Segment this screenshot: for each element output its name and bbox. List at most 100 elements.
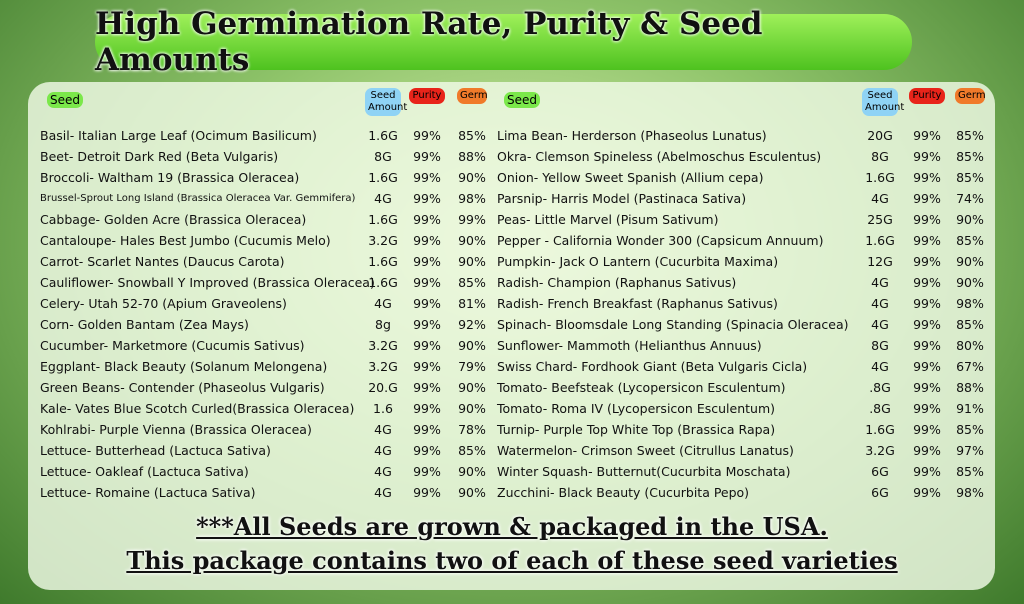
purity: 99% (413, 338, 441, 353)
germination: 88% (458, 149, 486, 164)
seed-name: Tomato- Beefsteak (Lycopersicon Esculent… (497, 380, 786, 395)
purity: 99% (913, 380, 941, 395)
seed-name: Cantaloupe- Hales Best Jumbo (Cucumis Me… (40, 233, 331, 248)
germination: 91% (956, 401, 984, 416)
seed-name: Okra- Clemson Spineless (Abelmoschus Esc… (497, 149, 822, 164)
purity: 99% (413, 422, 441, 437)
seed-amount: 1.6G (368, 212, 398, 227)
seed-amount: 1.6G (865, 233, 895, 248)
purity: 99% (913, 191, 941, 206)
purity: 99% (913, 149, 941, 164)
seed-name: Celery- Utah 52-70 (Apium Graveolens) (40, 296, 287, 311)
seed-amount: 8G (871, 149, 889, 164)
germination: 97% (956, 443, 984, 458)
seed-name: Peas- Little Marvel (Pisum Sativum) (497, 212, 719, 227)
seed-name: Watermelon- Crimson Sweet (Citrullus Lan… (497, 443, 794, 458)
purity: 99% (913, 170, 941, 185)
seed-amount: 20.G (368, 380, 398, 395)
seed-amount: 8G (871, 338, 889, 353)
purity: 99% (913, 401, 941, 416)
seed-amount: 8g (375, 317, 391, 332)
germination: 85% (458, 443, 486, 458)
column-header: Purity (909, 88, 945, 104)
germination: 99% (458, 212, 486, 227)
column-header: Seed (47, 92, 83, 108)
purity: 99% (413, 233, 441, 248)
purity: 99% (913, 254, 941, 269)
purity: 99% (913, 443, 941, 458)
germination: 67% (956, 359, 984, 374)
seed-name: Spinach- Bloomsdale Long Standing (Spina… (497, 317, 849, 332)
germination: 90% (458, 233, 486, 248)
seed-name: Green Beans- Contender (Phaseolus Vulgar… (40, 380, 325, 395)
purity: 99% (913, 422, 941, 437)
seed-name: Radish- Champion (Raphanus Sativus) (497, 275, 737, 290)
purity: 99% (413, 254, 441, 269)
seed-name: Onion- Yellow Sweet Spanish (Allium cepa… (497, 170, 764, 185)
title: High Germination Rate, Purity & Seed Amo… (95, 6, 912, 78)
seed-amount: 3.2G (368, 338, 398, 353)
column-header: Seed Amount (365, 88, 407, 116)
purity: 99% (913, 338, 941, 353)
seed-amount: 4G (871, 317, 889, 332)
germination: 78% (458, 422, 486, 437)
purity: 99% (913, 233, 941, 248)
germination: 98% (956, 485, 984, 500)
germination: 85% (956, 422, 984, 437)
seed-amount: 1.6G (865, 170, 895, 185)
purity: 99% (413, 380, 441, 395)
seed-amount: .8G (869, 401, 891, 416)
purity: 99% (913, 296, 941, 311)
germination: 90% (458, 254, 486, 269)
germination: 85% (956, 128, 984, 143)
purity: 99% (913, 212, 941, 227)
seed-name: Broccoli- Waltham 19 (Brassica Oleracea) (40, 170, 300, 185)
seed-name: Cucumber- Marketmore (Cucumis Sativus) (40, 338, 305, 353)
purity: 99% (413, 128, 441, 143)
seed-name: Kohlrabi- Purple Vienna (Brassica Olerac… (40, 422, 312, 437)
purity: 99% (913, 275, 941, 290)
germination: 85% (458, 128, 486, 143)
seed-name: Turnip- Purple Top White Top (Brassica R… (497, 422, 776, 437)
germination: 88% (956, 380, 984, 395)
seed-name: Lima Bean- Herderson (Phaseolus Lunatus) (497, 128, 767, 143)
seed-amount: 4G (871, 359, 889, 374)
seed-amount: 4G (374, 422, 392, 437)
purity: 99% (413, 275, 441, 290)
seed-name: Corn- Golden Bantam (Zea Mays) (40, 317, 249, 332)
purity: 99% (913, 317, 941, 332)
seed-name: Lettuce- Oakleaf (Lactuca Sativa) (40, 464, 249, 479)
germination: 98% (956, 296, 984, 311)
purity: 99% (913, 485, 941, 500)
purity: 99% (413, 401, 441, 416)
germination: 90% (458, 464, 486, 479)
purity: 99% (413, 317, 441, 332)
seed-name: Radish- French Breakfast (Raphanus Sativ… (497, 296, 778, 311)
seed-amount: 12G (867, 254, 893, 269)
germination: 90% (458, 338, 486, 353)
seed-amount: 3.2G (368, 359, 398, 374)
germination: 74% (956, 191, 984, 206)
panel (28, 82, 995, 590)
seed-name: Pepper - California Wonder 300 (Capsicum… (497, 233, 824, 248)
seed-name: Brussel-Sprout Long Island (Brassica Ole… (40, 193, 356, 204)
seed-name: Beet- Detroit Dark Red (Beta Vulgaris) (40, 149, 279, 164)
germination: 90% (956, 275, 984, 290)
germination: 80% (956, 338, 984, 353)
seed-amount: 1.6G (368, 170, 398, 185)
germination: 85% (956, 233, 984, 248)
seed-name: Eggplant- Black Beauty (Solanum Melongen… (40, 359, 328, 374)
germination: 98% (458, 191, 486, 206)
seed-amount: 3.2G (865, 443, 895, 458)
germination: 92% (458, 317, 486, 332)
seed-amount: 4G (374, 443, 392, 458)
germination: 79% (458, 359, 486, 374)
purity: 99% (413, 443, 441, 458)
purity: 99% (413, 464, 441, 479)
seed-name: Cabbage- Golden Acre (Brassica Oleracea) (40, 212, 307, 227)
seed-name: Zucchini- Black Beauty (Cucurbita Pepo) (497, 485, 750, 500)
seed-name: Cauliflower- Snowball Y Improved (Brassi… (40, 275, 375, 290)
footer-line: This package contains two of each of the… (126, 546, 898, 575)
column-header: Seed (504, 92, 540, 108)
